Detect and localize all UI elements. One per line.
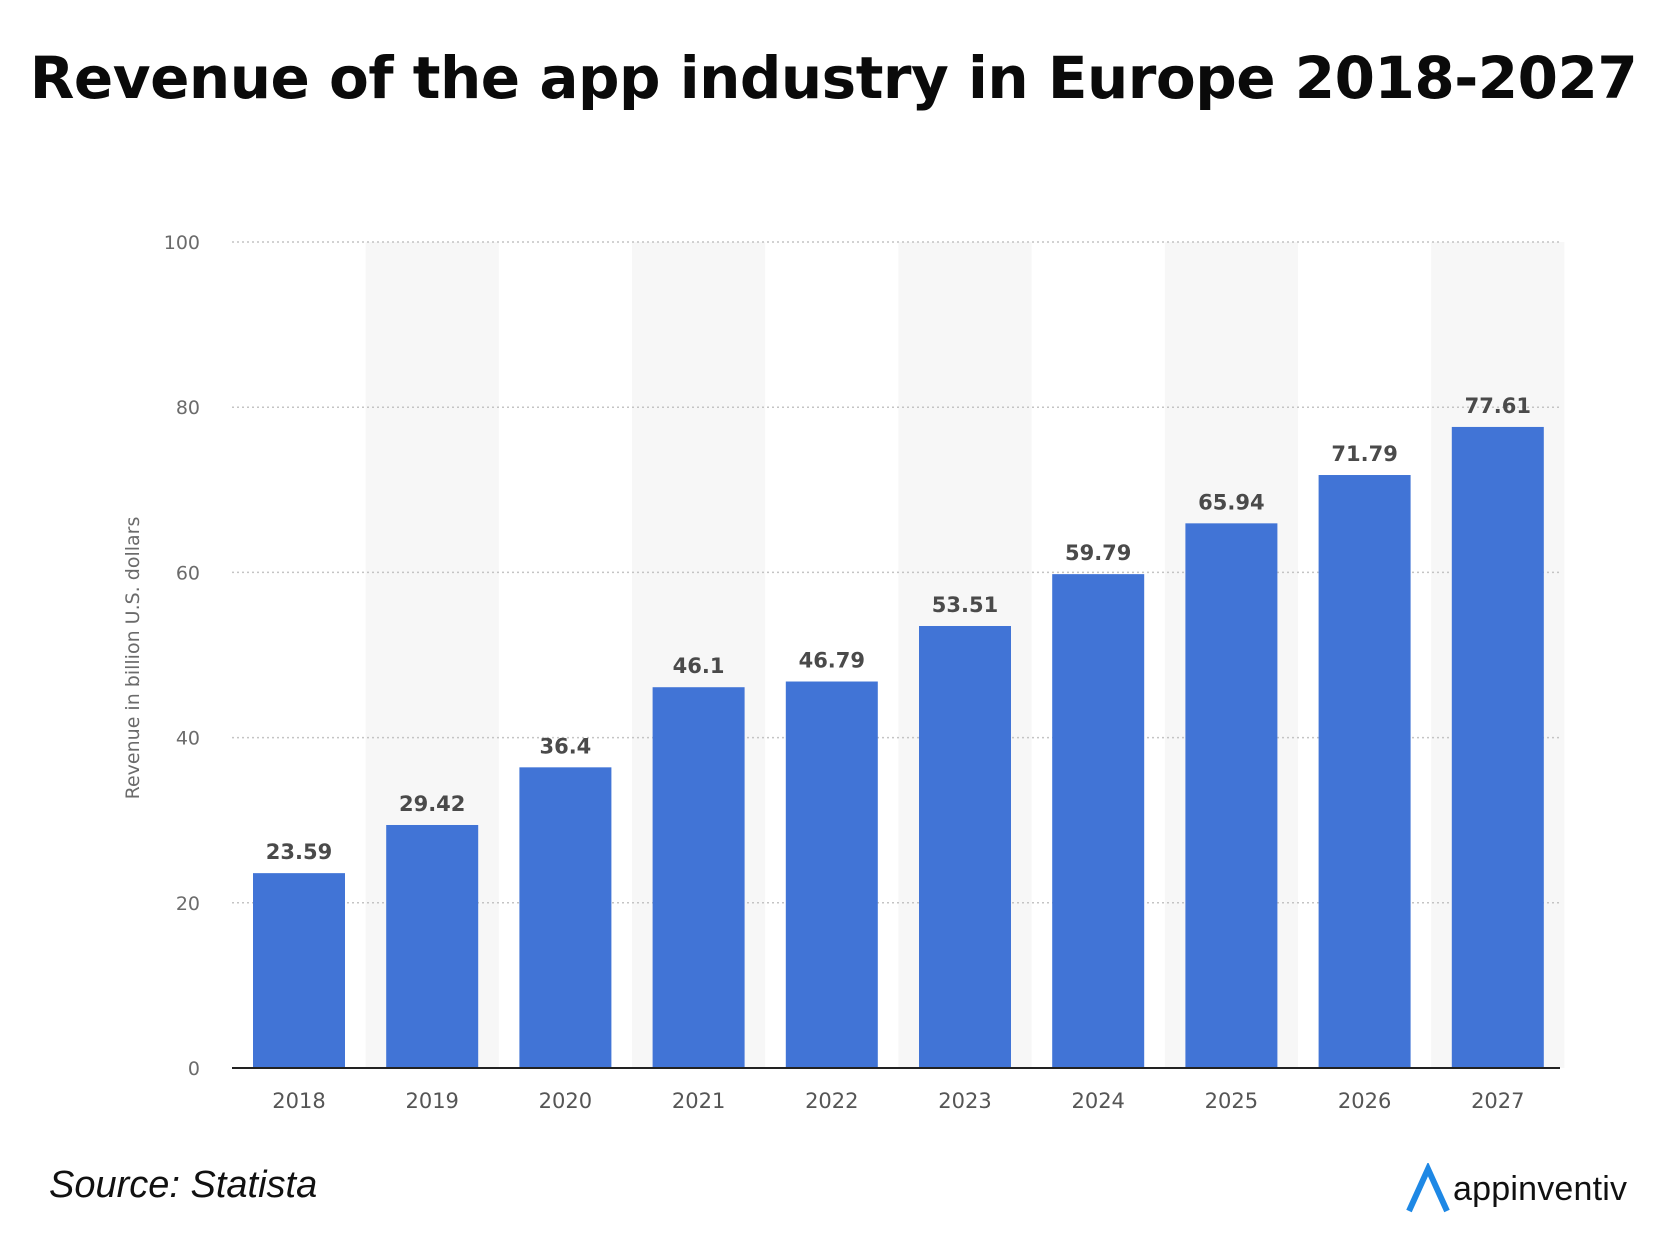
x-tick-label: 2021 <box>672 1089 725 1113</box>
x-tick-label: 2019 <box>405 1089 458 1113</box>
y-axis-ticks: 0 20 40 60 80 100 <box>164 232 200 1080</box>
data-label: 71.79 <box>1331 442 1397 466</box>
data-label: 23.59 <box>266 840 332 864</box>
data-label: 59.79 <box>1065 541 1131 565</box>
data-label: 53.51 <box>932 593 998 617</box>
x-tick-label: 2020 <box>539 1089 592 1113</box>
appinventiv-logo-icon <box>1406 1163 1450 1213</box>
x-tick-label: 2022 <box>805 1089 858 1113</box>
brand-name: appinventiv <box>1453 1169 1628 1208</box>
bar <box>652 687 745 1068</box>
data-label: 29.42 <box>399 792 465 816</box>
y-tick-label: 80 <box>176 397 200 419</box>
brand-logo: appinventiv <box>1405 1163 1627 1215</box>
data-label: 77.61 <box>1465 394 1531 418</box>
bar <box>386 824 479 1068</box>
data-label: 36.4 <box>539 734 591 758</box>
x-tick-label: 2024 <box>1071 1089 1124 1113</box>
bar <box>1185 523 1278 1068</box>
y-tick-label: 60 <box>176 562 200 584</box>
x-tick-label: 2025 <box>1205 1089 1258 1113</box>
bar <box>919 626 1011 1068</box>
data-label: 46.79 <box>799 649 865 673</box>
bar <box>1451 426 1544 1068</box>
y-tick-label: 20 <box>176 893 200 915</box>
bar <box>253 873 345 1068</box>
y-axis-label: Revenue in billion U.S. dollars <box>122 517 144 800</box>
x-tick-label: 2023 <box>938 1089 991 1113</box>
chart-title: Revenue of the app industry in Europe 20… <box>29 44 1638 112</box>
source-caption: Source: Statista <box>49 1164 318 1206</box>
bar <box>785 681 878 1068</box>
bar <box>1052 574 1145 1068</box>
bar-chart: 0 20 40 60 80 100 Revenue in billion U.S. dol… <box>122 232 1560 1113</box>
data-labels: 23.59 29.42 36.4 46.1 46.79 53.51 59.79 65.94 71… <box>266 394 1531 864</box>
data-label: 65.94 <box>1198 490 1264 514</box>
y-tick-label: 40 <box>176 728 200 750</box>
bar <box>519 767 612 1068</box>
x-tick-label: 2027 <box>1471 1089 1524 1113</box>
data-label: 46.1 <box>673 654 725 678</box>
bar <box>1318 475 1411 1068</box>
x-tick-label: 2018 <box>272 1089 325 1113</box>
y-tick-label: 0 <box>188 1058 200 1080</box>
bars <box>253 426 1544 1068</box>
y-tick-label: 100 <box>164 232 200 254</box>
x-axis-ticks: 2018 2019 2020 2021 2022 2023 2024 2025 2026 2027 <box>272 1089 1524 1113</box>
x-tick-label: 2026 <box>1338 1089 1391 1113</box>
